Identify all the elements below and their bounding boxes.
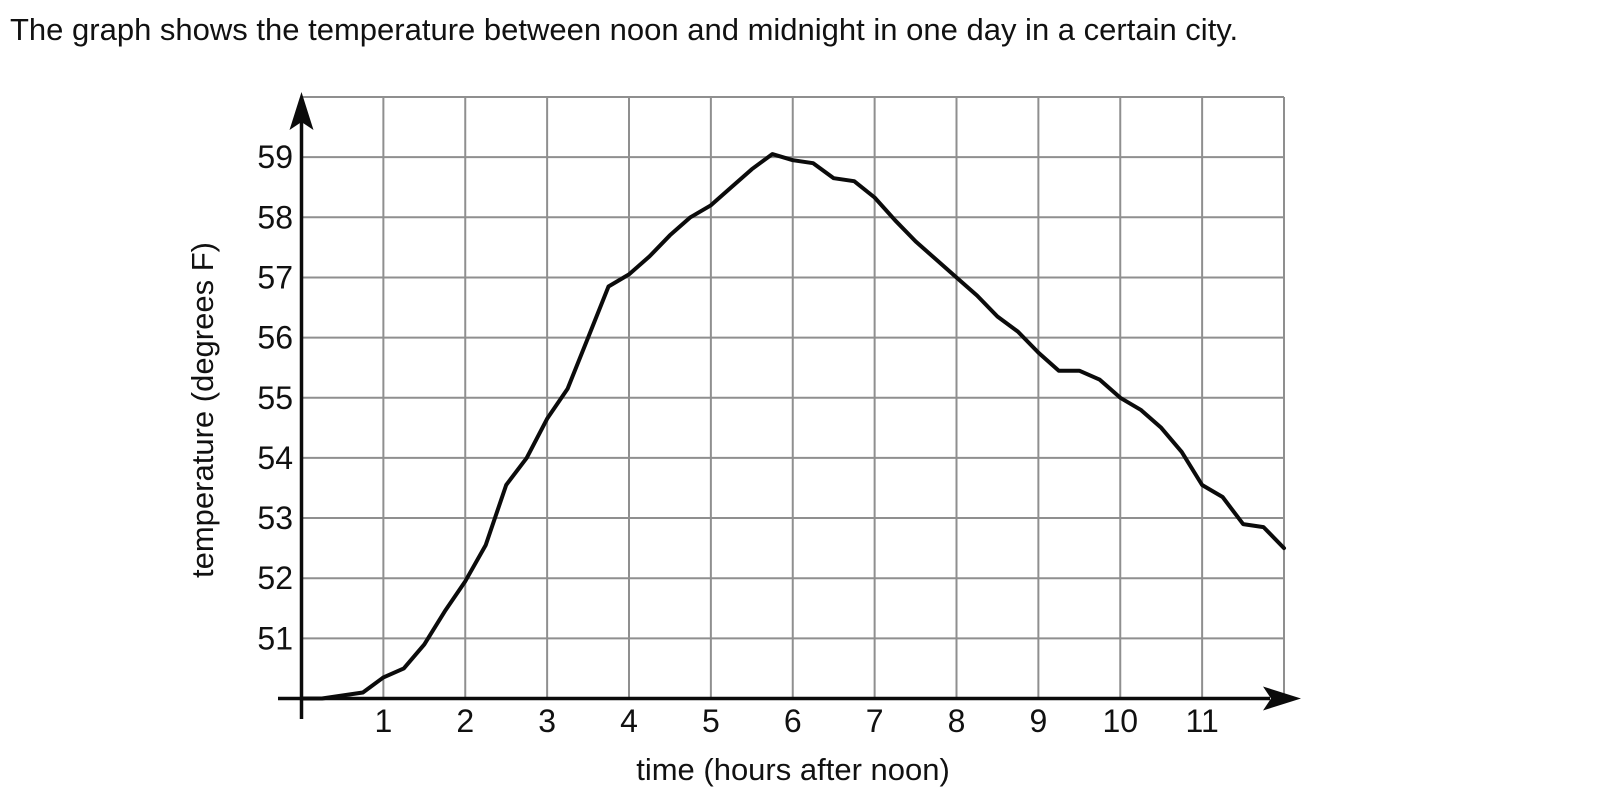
- y-tick-label: 58: [257, 199, 293, 235]
- y-axis-title: temperature (degrees F): [185, 242, 220, 578]
- y-tick-label: 59: [257, 139, 293, 175]
- y-tick-label: 52: [257, 560, 293, 596]
- x-axis-title: time (hours after noon): [636, 752, 950, 787]
- x-tick-label: 1: [374, 703, 392, 739]
- x-tick-label: 7: [866, 703, 884, 739]
- y-tick-label: 55: [257, 380, 293, 416]
- axes-layer: [278, 92, 1301, 719]
- x-tick-label: 5: [702, 703, 720, 739]
- x-tick-label: 8: [948, 703, 966, 739]
- x-tick-label: 3: [538, 703, 556, 739]
- temperature-curve: [299, 152, 1286, 701]
- x-tick-label: 10: [1102, 703, 1138, 739]
- y-tick-label: 57: [257, 259, 293, 295]
- x-tick-label: 2: [456, 703, 474, 739]
- x-tick-label: 9: [1029, 703, 1047, 739]
- y-tick-label: 56: [257, 320, 293, 356]
- x-tick-label: 6: [784, 703, 802, 739]
- y-tick-label: 53: [257, 500, 293, 536]
- x-tick-label: 11: [1186, 703, 1219, 739]
- x-axis-arrow-icon: [1263, 686, 1301, 711]
- problem-statement: The graph shows the temperature between …: [10, 12, 1239, 47]
- y-axis-arrow-icon: [289, 92, 314, 130]
- x-tick-label: 4: [620, 703, 638, 739]
- y-tick-label: 54: [257, 440, 293, 476]
- y-tick-label: 51: [257, 620, 293, 656]
- curve-layer: [299, 152, 1286, 701]
